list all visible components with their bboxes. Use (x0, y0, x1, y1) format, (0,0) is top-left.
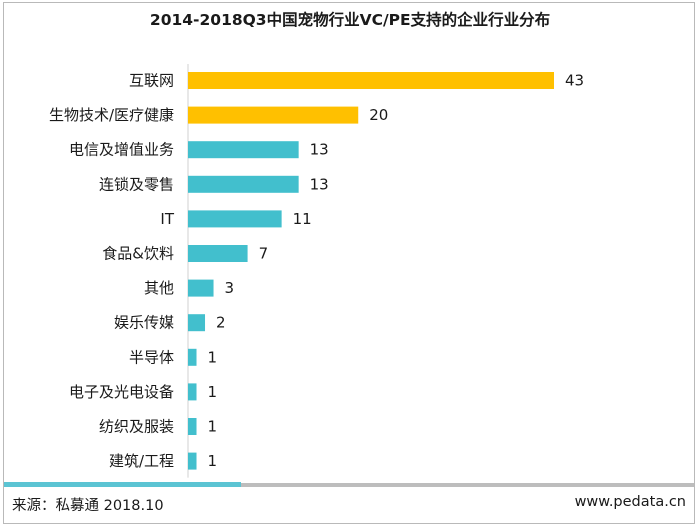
category-label: 连锁及零售 (99, 175, 174, 193)
bar (188, 72, 554, 89)
value-label: 2 (216, 314, 226, 332)
bar (188, 106, 359, 124)
value-label: 43 (565, 72, 584, 90)
value-label: 13 (310, 141, 329, 159)
footer-rule-accent (4, 482, 241, 487)
value-label: 1 (208, 383, 218, 401)
value-label: 13 (310, 175, 329, 193)
category-label: 食品&饮料 (102, 245, 174, 263)
value-label: 7 (259, 245, 269, 263)
category-label: 电子及光电设备 (69, 383, 174, 401)
category-label: 半导体 (129, 348, 174, 366)
bar (188, 348, 197, 366)
category-label: 其他 (144, 279, 174, 297)
footer-rule (241, 483, 694, 487)
bar (188, 314, 206, 332)
bar (188, 175, 299, 193)
value-label: 11 (293, 210, 312, 228)
bar (188, 210, 282, 228)
category-label: 建筑/工程 (109, 452, 174, 470)
value-label: 1 (208, 348, 218, 366)
source-note: 来源：私募通 2018.10 (12, 498, 164, 514)
bar (188, 245, 248, 262)
website-label: www.pedata.cn (574, 494, 686, 510)
chart-frame (3, 2, 695, 524)
category-label: IT (160, 210, 174, 228)
value-label: 20 (369, 106, 388, 124)
category-label: 互联网 (129, 72, 174, 90)
bar (188, 452, 197, 470)
value-label: 1 (208, 418, 218, 436)
category-label: 电信及增值业务 (69, 141, 174, 159)
value-label: 1 (208, 452, 218, 470)
bar (188, 141, 299, 159)
bar (188, 279, 214, 297)
value-label: 3 (225, 279, 235, 297)
bar (188, 418, 197, 435)
chart-title: 2014-2018Q3中国宠物行业VC/PE支持的企业行业分布 (149, 11, 551, 29)
category-label: 纺织及服装 (99, 418, 174, 436)
category-label: 生物技术/医疗健康 (49, 106, 174, 124)
bar (188, 383, 197, 401)
category-label: 娱乐传媒 (114, 314, 174, 332)
